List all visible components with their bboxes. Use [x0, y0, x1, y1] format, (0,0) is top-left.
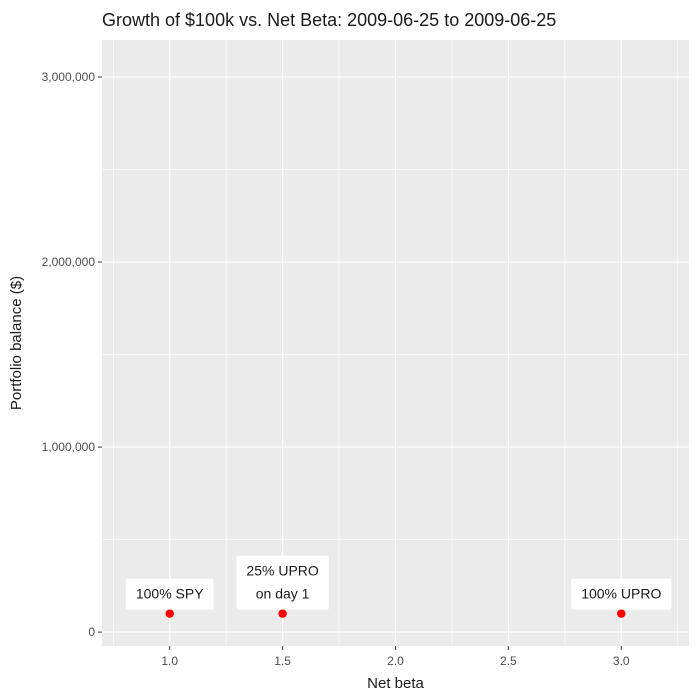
x-axis-title: Net beta: [367, 675, 424, 692]
y-tick-label: 1,000,000: [42, 440, 96, 454]
x-tick-label: 1.5: [274, 654, 291, 668]
data-point: [165, 609, 174, 618]
data-point: [278, 609, 287, 618]
x-tick-label: 2.5: [500, 654, 517, 668]
y-tick-label: 0: [88, 625, 95, 639]
x-tick-label: 1.0: [161, 654, 178, 668]
point-label-box: [236, 555, 329, 610]
chart-title: Growth of $100k vs. Net Beta: 2009-06-25…: [102, 10, 556, 30]
points-layer: [165, 609, 626, 618]
point-label-text: 100% SPY: [136, 586, 204, 602]
point-label-box: [571, 578, 672, 610]
grid-major: [102, 40, 689, 646]
point-label-text: on day 1: [256, 586, 310, 602]
x-tick-label: 2.0: [387, 654, 404, 668]
y-axis-title: Portfolio balance ($): [8, 276, 25, 410]
x-tick-label: 3.0: [613, 654, 630, 668]
x-axis: 1.0 1.5 2.0 2.5 3.0: [161, 646, 630, 668]
point-label-box: [125, 578, 214, 610]
y-tick-label: 3,000,000: [42, 70, 96, 84]
point-label: 100% UPRO: [571, 578, 672, 610]
labels-layer: 100% SPY 25% UPRO on day 1 100% UPRO: [125, 555, 672, 610]
point-label: 25% UPRO on day 1: [236, 555, 329, 610]
grid-minor: [102, 40, 689, 646]
y-tick-label: 2,000,000: [42, 255, 96, 269]
data-point: [617, 609, 626, 618]
point-label-text: 100% UPRO: [581, 586, 661, 602]
y-axis: 0 1,000,000 2,000,000 3,000,000: [42, 70, 102, 639]
point-label: 100% SPY: [125, 578, 214, 610]
point-label-text: 25% UPRO: [246, 563, 318, 579]
